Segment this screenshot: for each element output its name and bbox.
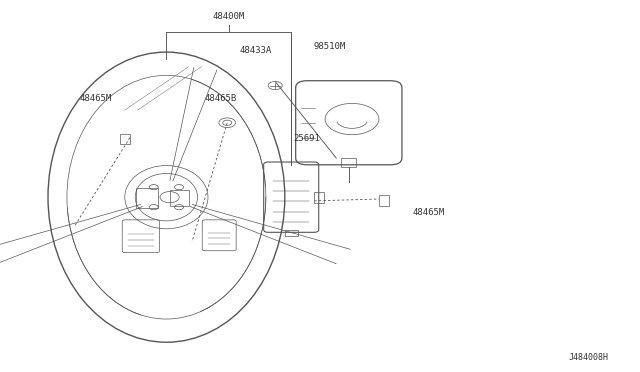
Bar bbox=[314, 192, 324, 203]
Text: 48400M: 48400M bbox=[212, 12, 245, 21]
Bar bbox=[120, 134, 130, 144]
Bar bbox=[136, 188, 158, 208]
Text: 25691: 25691 bbox=[294, 134, 321, 143]
Bar bbox=[170, 190, 189, 206]
Bar bbox=[341, 158, 356, 167]
Text: 48433A: 48433A bbox=[240, 46, 272, 55]
Text: 98510M: 98510M bbox=[314, 42, 346, 51]
Text: 48465B: 48465B bbox=[205, 94, 237, 103]
Text: 48465M: 48465M bbox=[413, 208, 445, 217]
Text: 48465M: 48465M bbox=[80, 94, 112, 103]
Text: J484008H: J484008H bbox=[569, 353, 609, 362]
Bar bbox=[285, 230, 298, 237]
Bar bbox=[379, 195, 389, 206]
